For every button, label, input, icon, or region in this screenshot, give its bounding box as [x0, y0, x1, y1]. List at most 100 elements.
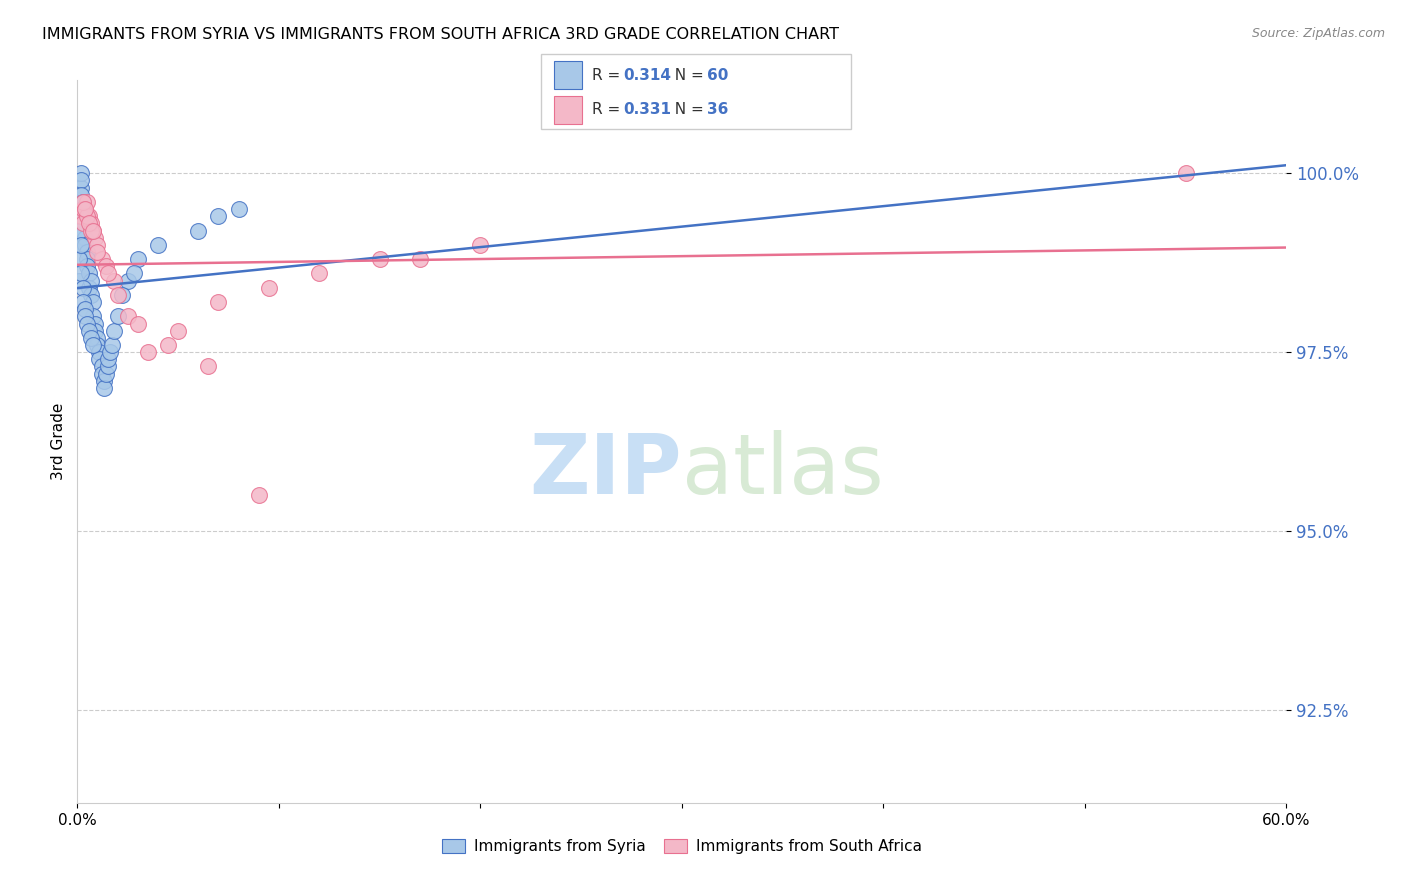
Point: [80, 216, 103, 230]
Point: [67, 274, 90, 288]
Point: [117, 310, 139, 324]
Point: [257, 281, 280, 295]
Point: [79, 281, 101, 295]
Text: R =: R =: [592, 68, 626, 83]
Point: [70, 180, 93, 194]
Text: 0.314: 0.314: [623, 68, 671, 83]
Text: ZIP: ZIP: [530, 430, 682, 511]
Point: [76, 317, 98, 331]
Point: [90, 367, 112, 381]
Point: [75, 202, 97, 216]
Point: [67, 223, 90, 237]
Point: [76, 252, 98, 266]
Point: [90, 252, 112, 266]
Text: atlas: atlas: [682, 430, 883, 511]
Point: [94, 260, 117, 274]
Point: [76, 209, 98, 223]
Point: [197, 359, 219, 374]
Point: [79, 209, 101, 223]
Point: [96, 359, 118, 374]
Point: [75, 216, 97, 230]
Point: [72, 202, 94, 216]
Point: [82, 223, 104, 237]
Point: [76, 194, 98, 209]
Text: 0.331: 0.331: [623, 103, 671, 118]
Point: [70, 187, 93, 202]
Point: [111, 288, 134, 302]
Point: [368, 252, 391, 266]
Point: [86, 338, 108, 352]
Point: [167, 324, 190, 338]
Point: [96, 352, 118, 367]
Point: [80, 223, 103, 237]
Text: Source: ZipAtlas.com: Source: ZipAtlas.com: [1251, 27, 1385, 40]
Point: [82, 223, 104, 237]
Point: [1174, 166, 1197, 180]
Point: [409, 252, 432, 266]
Point: [72, 295, 94, 310]
Point: [82, 295, 104, 310]
Point: [247, 488, 270, 502]
Point: [127, 252, 149, 266]
Point: [228, 202, 250, 216]
Point: [207, 209, 229, 223]
Point: [70, 209, 93, 223]
Point: [75, 202, 97, 216]
Point: [70, 173, 93, 187]
Point: [107, 310, 129, 324]
Text: N =: N =: [665, 103, 709, 118]
Text: R =: R =: [592, 103, 626, 118]
Point: [79, 216, 101, 230]
Point: [72, 194, 94, 209]
Point: [72, 194, 94, 209]
Point: [470, 237, 492, 252]
Point: [80, 288, 103, 302]
Point: [75, 302, 97, 317]
Point: [72, 216, 94, 230]
Point: [157, 338, 180, 352]
Point: [67, 237, 90, 252]
Point: [103, 324, 125, 338]
Point: [86, 237, 108, 252]
Text: 60: 60: [707, 68, 728, 83]
Point: [308, 267, 330, 281]
Point: [93, 374, 115, 388]
Point: [76, 260, 98, 274]
Text: N =: N =: [665, 68, 709, 83]
Point: [146, 237, 169, 252]
Point: [98, 345, 121, 359]
Point: [84, 317, 107, 331]
Point: [127, 317, 149, 331]
Point: [72, 209, 94, 223]
Legend: Immigrants from Syria, Immigrants from South Africa: Immigrants from Syria, Immigrants from S…: [436, 832, 928, 860]
Point: [100, 338, 122, 352]
Point: [72, 223, 94, 237]
Point: [70, 166, 93, 180]
Point: [80, 274, 103, 288]
Point: [187, 223, 209, 237]
Point: [79, 267, 101, 281]
Point: [70, 267, 93, 281]
Point: [96, 267, 118, 281]
Point: [207, 295, 229, 310]
Point: [76, 244, 98, 259]
Point: [72, 281, 94, 295]
Point: [136, 345, 159, 359]
Point: [67, 202, 90, 216]
Point: [84, 324, 107, 338]
Point: [80, 331, 103, 345]
Point: [107, 288, 129, 302]
Point: [90, 359, 112, 374]
Point: [94, 367, 117, 381]
Point: [82, 338, 104, 352]
Point: [75, 310, 97, 324]
Point: [75, 237, 97, 252]
Text: IMMIGRANTS FROM SYRIA VS IMMIGRANTS FROM SOUTH AFRICA 3RD GRADE CORRELATION CHAR: IMMIGRANTS FROM SYRIA VS IMMIGRANTS FROM…: [42, 27, 839, 42]
Point: [72, 202, 94, 216]
Point: [86, 331, 108, 345]
Text: 36: 36: [707, 103, 728, 118]
Point: [86, 244, 108, 259]
Point: [89, 345, 111, 359]
Point: [70, 237, 93, 252]
Point: [67, 252, 90, 266]
